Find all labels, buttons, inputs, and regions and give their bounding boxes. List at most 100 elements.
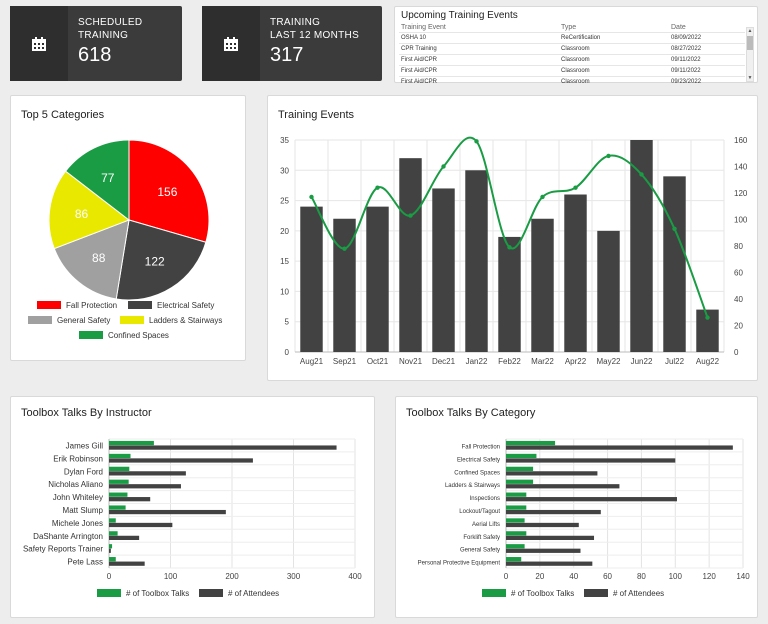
x-tick-label: Apr22 <box>565 357 587 366</box>
y-tick-label: 5 <box>285 318 290 327</box>
y2-tick-label: 60 <box>734 269 743 278</box>
upcoming-events-title: Upcoming Training Events <box>401 10 518 21</box>
bar-attendees <box>506 484 620 489</box>
table-row[interactable]: OSHA 10 ReCertification 08/09/2022 <box>399 32 745 44</box>
bar-attendees <box>506 522 579 528</box>
cell-type: ReCertification <box>559 32 669 44</box>
bar-toolbox-talks <box>506 531 527 536</box>
category-label: Ladders & Stairways <box>445 483 500 489</box>
column-header-date[interactable]: Date <box>671 24 686 31</box>
line-point <box>342 246 347 251</box>
x-tick-label: Sep21 <box>333 357 357 366</box>
bar-toolbox-talks <box>109 479 129 484</box>
category-label: DaShante Arrington <box>33 532 103 541</box>
x-tick-label: Jul22 <box>665 357 685 366</box>
x-tick-label: Jan22 <box>466 357 488 366</box>
category-label: Personal Protective Equipment <box>418 561 501 567</box>
bar-attendees <box>109 471 186 476</box>
column-header-training-event[interactable]: Training Event <box>401 24 446 31</box>
bar-attendees <box>109 561 145 566</box>
bar-attendees <box>109 458 253 463</box>
x-tick-label: 60 <box>603 572 612 581</box>
table-row[interactable]: First Aid/CPR Classroom 09/23/2022 <box>399 76 745 87</box>
bar <box>663 176 686 352</box>
scroll-up-arrow-icon[interactable]: ▲ <box>747 28 753 34</box>
category-label: Dylan Ford <box>64 467 103 476</box>
pie-card-title: Top 5 Categories <box>21 109 105 121</box>
pie-slice <box>48 170 131 250</box>
y-tick-label: 15 <box>280 257 289 266</box>
x-tick-label: 40 <box>569 572 578 581</box>
bar-toolbox-talks <box>506 440 556 446</box>
x-tick-label: 120 <box>702 572 716 581</box>
bar <box>630 140 653 352</box>
scrollbar-thumb[interactable] <box>747 36 753 50</box>
table-row[interactable]: First Aid/CPR Classroom 09/11/2022 <box>399 54 745 66</box>
bar-toolbox-talks <box>109 557 116 562</box>
bar-attendees <box>506 535 595 541</box>
bar-toolbox-talks <box>109 492 128 497</box>
line-point <box>639 172 644 177</box>
pie-slice <box>53 219 130 300</box>
category-label: Confined Spaces <box>454 470 500 476</box>
bar-attendees <box>109 535 140 541</box>
pie-slice-label: 77 <box>101 171 115 185</box>
kpi-training-last-12-months[interactable]: TRAINING LAST 12 MONTHS 317 <box>202 6 382 81</box>
kpi-value: 317 <box>270 44 304 66</box>
y-tick-label: 25 <box>280 197 289 206</box>
y2-tick-label: 160 <box>734 136 748 145</box>
y-tick-label: 0 <box>285 348 290 357</box>
y2-tick-label: 0 <box>734 348 739 357</box>
x-tick-label: 0 <box>107 572 112 581</box>
table-row[interactable]: First Aid/CPR Classroom 09/11/2022 <box>399 65 745 77</box>
calendar-icon <box>10 6 68 81</box>
y2-tick-label: 100 <box>734 216 748 225</box>
bar-toolbox-talks <box>109 466 130 471</box>
bar <box>432 188 455 352</box>
cell-date: 08/27/2022 <box>669 43 745 55</box>
legend-swatch <box>79 331 103 339</box>
category-label: Pete Lass <box>67 558 103 567</box>
x-tick-label: 300 <box>287 572 301 581</box>
line-point <box>672 226 677 231</box>
pie-chart: 156 122 88 86 77 Fall Protection Electrical Sa… <box>28 139 222 340</box>
kpi-label-line1: SCHEDULED <box>78 17 143 28</box>
x-tick-label: May22 <box>596 357 621 366</box>
column-header-type[interactable]: Type <box>561 24 577 31</box>
y-tick-label: 10 <box>280 287 289 296</box>
cell-date: 09/23/2022 <box>669 76 745 87</box>
kpi-label-line1: TRAINING <box>270 17 321 28</box>
cell-type: Classroom <box>559 43 669 55</box>
bar-toolbox-talks <box>506 466 534 471</box>
category-label: Nicholas Aliano <box>48 480 103 489</box>
bar-attendees <box>109 509 226 515</box>
table-scrollbar[interactable]: ▲ ▼ <box>746 27 754 82</box>
scroll-down-arrow-icon[interactable]: ▼ <box>747 75 753 81</box>
table-row[interactable]: CPR Training Classroom 08/27/2022 <box>399 43 745 55</box>
category-label: Aerial Lifts <box>472 522 500 528</box>
instructor-card-title: Toolbox Talks By Instructor <box>21 407 152 419</box>
bar-toolbox-talks <box>109 531 118 536</box>
bar-attendees <box>109 522 173 528</box>
bar-toolbox-talks <box>109 518 116 523</box>
bar-toolbox-talks <box>506 557 522 562</box>
pie-slice-label: 86 <box>75 207 89 221</box>
x-tick-label: Aug21 <box>300 357 324 366</box>
x-tick-label: Mar22 <box>531 357 554 366</box>
cell-event: First Aid/CPR <box>399 54 559 66</box>
category-bar-chart: 0 20 40 60 80 100 120 140 Fall Protection Electri… <box>418 438 750 598</box>
category-label: Fall Protection <box>462 444 500 450</box>
training-events-chart: 0 5 10 15 20 25 30 35 0 20 40 60 80 100 120 140 160 Aug21… <box>280 136 748 366</box>
category-label: Michele Jones <box>52 519 103 528</box>
bar-toolbox-talks <box>109 505 126 510</box>
instructor-bar-chart: 0 100 200 300 400 James Gill Erik Robinson Dyla… <box>23 438 362 598</box>
upcoming-training-events-panel: Upcoming Training Events Training Event … <box>394 6 758 87</box>
y2-tick-label: 80 <box>734 242 743 251</box>
bar-toolbox-talks <box>506 479 534 484</box>
legend-label: # of Attendees <box>613 589 664 598</box>
kpi-scheduled-training[interactable]: SCHEDULED TRAINING 618 <box>10 6 182 81</box>
training-events-card: Training Events 0 5 10 15 20 25 30 35 0 20 40 60 80 1… <box>267 95 758 381</box>
pie-slice-label: 122 <box>145 255 165 269</box>
line-point <box>573 185 578 190</box>
y2-tick-label: 140 <box>734 163 748 172</box>
